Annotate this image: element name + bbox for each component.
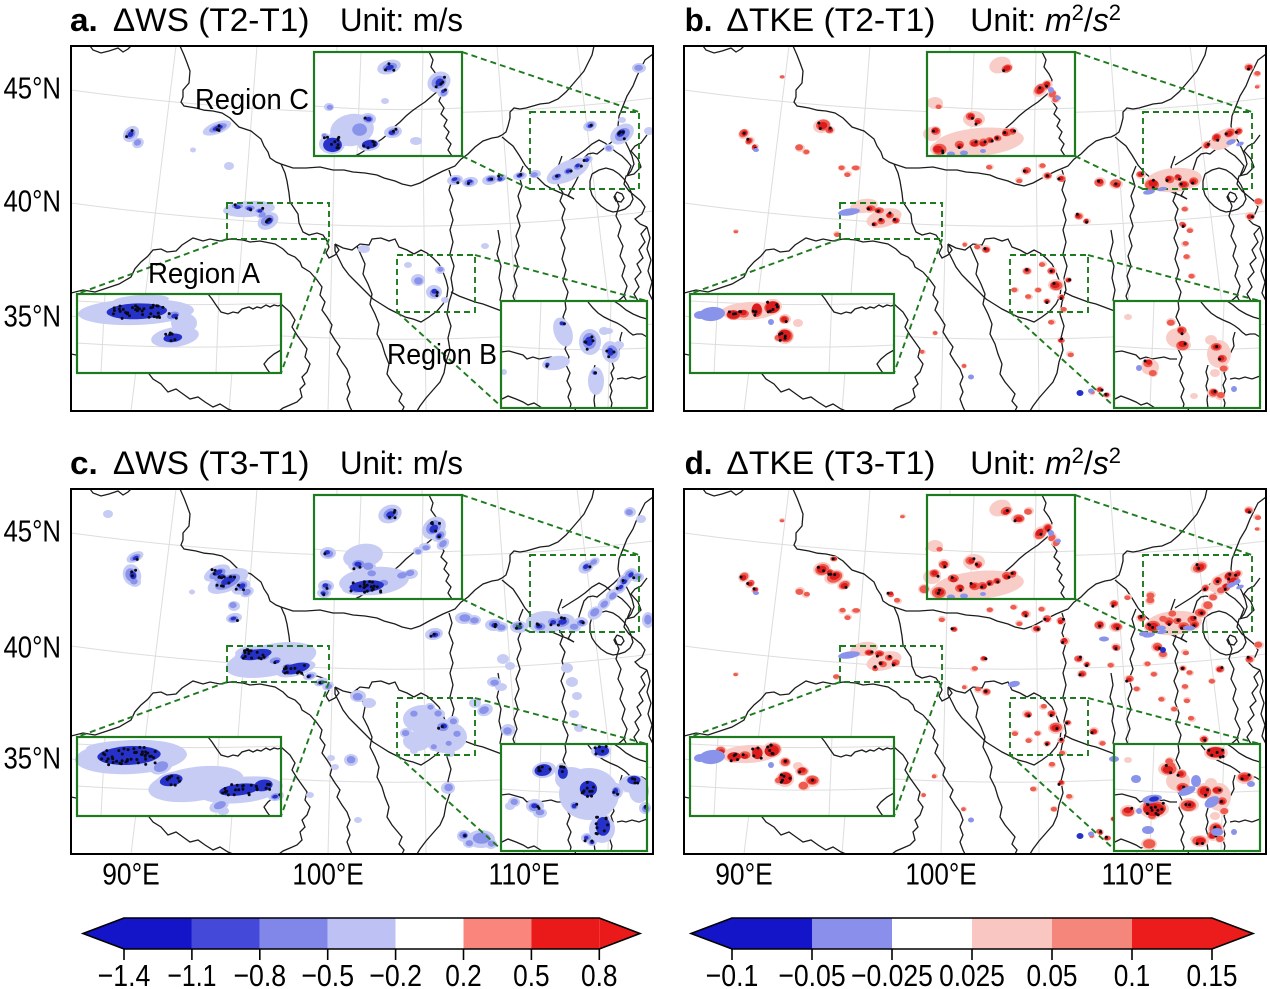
svg-text:45°N: 45°N (4, 514, 62, 549)
svg-text:45°N: 45°N (4, 71, 62, 106)
svg-text:90°E: 90°E (715, 857, 773, 892)
svg-text:Unit: m/s: Unit: m/s (340, 2, 463, 38)
svg-text:0.2: 0.2 (445, 958, 482, 989)
svg-text:0.025: 0.025 (939, 958, 1005, 989)
svg-text:−1.1: −1.1 (167, 958, 216, 989)
svg-text:−0.025: −0.025 (851, 958, 933, 989)
svg-text:a.: a. (70, 2, 98, 38)
svg-text:−0.2: −0.2 (369, 958, 422, 989)
svg-text:Region A: Region A (148, 258, 261, 290)
svg-text:100°E: 100°E (292, 857, 363, 892)
svg-text:−1.4: −1.4 (98, 958, 151, 989)
svg-text:ΔWS (T3-T1): ΔWS (T3-T1) (113, 445, 310, 481)
svg-text:ΔTKE (T2-T1): ΔTKE (T2-T1) (726, 2, 935, 38)
svg-text:Region C: Region C (195, 84, 309, 116)
svg-text:0.15: 0.15 (1186, 958, 1237, 989)
svg-text:−0.05: −0.05 (778, 958, 845, 989)
svg-text:−0.5: −0.5 (301, 958, 354, 989)
svg-text:110°E: 110°E (1102, 857, 1173, 892)
svg-text:100°E: 100°E (905, 857, 976, 892)
svg-text:b.: b. (685, 2, 713, 38)
svg-text:35°N: 35°N (4, 741, 62, 776)
svg-text:−0.8: −0.8 (233, 958, 286, 989)
svg-text:d.: d. (685, 445, 713, 481)
svg-text:0.1: 0.1 (1114, 958, 1151, 989)
svg-text:Unit: m2/s2: Unit: m2/s2 (970, 443, 1121, 481)
svg-text:ΔTKE (T3-T1): ΔTKE (T3-T1) (726, 445, 935, 481)
svg-text:0.8: 0.8 (581, 958, 618, 989)
svg-text:Unit: m2/s2: Unit: m2/s2 (970, 0, 1121, 38)
svg-text:c.: c. (70, 445, 98, 481)
svg-text:0.5: 0.5 (513, 958, 550, 989)
svg-text:110°E: 110°E (489, 857, 560, 892)
svg-text:Region B: Region B (387, 339, 497, 371)
svg-text:Unit: m/s: Unit: m/s (340, 445, 463, 481)
svg-text:−0.1: −0.1 (706, 958, 759, 989)
svg-text:40°N: 40°N (4, 184, 62, 219)
svg-text:90°E: 90°E (102, 857, 160, 892)
svg-text:0.05: 0.05 (1026, 958, 1077, 989)
svg-text:ΔWS (T2-T1): ΔWS (T2-T1) (113, 2, 310, 38)
svg-text:40°N: 40°N (4, 630, 62, 665)
svg-text:35°N: 35°N (4, 299, 62, 334)
